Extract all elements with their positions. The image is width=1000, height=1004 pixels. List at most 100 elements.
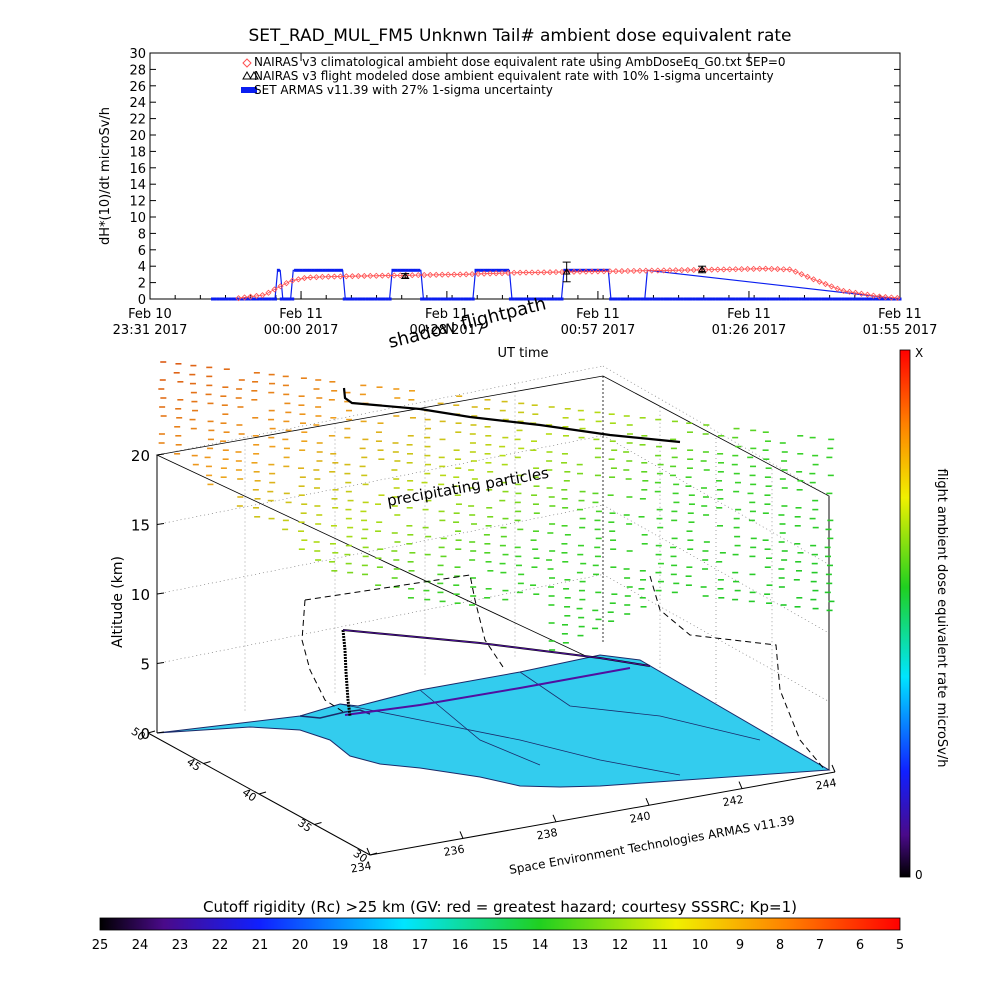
nairas-point: [457, 271, 464, 278]
armas-point: [614, 297, 618, 301]
y-tick-label: 0: [138, 293, 146, 308]
altitude-axis-label: Altitude (km): [110, 556, 126, 648]
nairas-point: [445, 271, 452, 278]
armas-point: [540, 297, 544, 301]
grid-line: [602, 574, 830, 702]
nairas-point: [469, 271, 476, 278]
x-tick-label: Feb 11: [576, 307, 620, 322]
longitude-axis: [369, 771, 836, 856]
armas-point: [282, 297, 286, 301]
precipitating-particles-field: [158, 361, 835, 651]
latitude-tick: [203, 761, 211, 764]
armas-point: [697, 297, 701, 301]
armas-point: [775, 297, 779, 301]
armas-point: [569, 268, 573, 272]
armas-point: [781, 297, 785, 301]
armas-point: [563, 268, 567, 272]
armas-point: [738, 297, 742, 301]
altitude-tick: [156, 731, 165, 734]
ground-track: [344, 667, 631, 716]
armas-point: [400, 268, 404, 272]
nairas-point: [732, 266, 739, 273]
nairas-point: [684, 266, 691, 274]
nairas-point: [487, 270, 494, 277]
armas-point: [537, 297, 541, 301]
armas-point: [253, 297, 257, 301]
armas-point: [746, 297, 750, 301]
armas-point: [634, 297, 638, 301]
armas-point: [846, 297, 850, 301]
armas-point: [861, 297, 865, 301]
armas-point: [709, 297, 713, 301]
armas-point: [222, 297, 226, 301]
modeled-point: [562, 267, 571, 275]
nairas-point: [786, 266, 793, 273]
armas-point: [655, 297, 659, 301]
armas-point: [729, 297, 733, 301]
nairas-point: [678, 267, 685, 274]
armas-point: [821, 297, 825, 301]
nairas-point: [540, 269, 548, 276]
nairas-point: [505, 269, 512, 277]
legend: NAIRAS v3 climatological ambient dose eq…: [241, 55, 786, 97]
armas-point: [431, 297, 435, 301]
nairas-point: [241, 294, 248, 301]
y-tick-label: 28: [129, 63, 146, 78]
armas-point: [632, 297, 636, 301]
armas-point: [749, 297, 753, 301]
armas-point: [623, 297, 627, 301]
legend-label: SET ARMAS v11.39 with 27% 1-sigma uncert…: [254, 83, 553, 97]
rigidity-tick-label: 17: [412, 938, 429, 953]
nairas-point: [846, 288, 853, 295]
nairas-point: [451, 271, 458, 278]
nairas-point: [235, 295, 242, 302]
armas-point: [649, 297, 653, 301]
armas-point: [296, 268, 300, 272]
longitude-tick-label: 242: [722, 793, 745, 809]
nairas-point: [265, 289, 272, 296]
armas-point: [755, 297, 759, 301]
armas-point: [620, 297, 624, 301]
armas-point: [248, 297, 252, 301]
armas-point: [477, 268, 481, 272]
latitude-tick: [147, 730, 156, 734]
armas-point: [852, 297, 856, 301]
nairas-point: [612, 268, 619, 275]
nairas-point: [756, 265, 763, 272]
armas-point: [508, 297, 512, 301]
armas-point: [211, 297, 214, 301]
nairas-point: [876, 293, 883, 300]
armas-point: [643, 297, 647, 301]
armas-point: [531, 297, 535, 301]
armas-point: [428, 297, 432, 301]
armas-point: [809, 297, 813, 301]
y-tick-label: 20: [129, 129, 146, 144]
legend-label: NAIRAS v3 flight modeled dose ambient eq…: [254, 69, 774, 83]
armas-point: [420, 297, 424, 301]
nairas-point: [798, 271, 805, 278]
armas-point: [875, 297, 879, 301]
nairas-point: [738, 266, 745, 273]
armas-point: [231, 297, 235, 301]
longitude-tick: [831, 764, 836, 773]
armas-point: [663, 297, 667, 301]
x-tick-label: 01:55 2017: [863, 323, 938, 338]
latitude-tick: [258, 791, 267, 795]
y-tick-label: 16: [129, 162, 146, 177]
nairas-point: [337, 273, 344, 280]
armas-point: [236, 297, 240, 301]
x-tick-label: Feb 11: [878, 307, 922, 322]
armas-point: [778, 297, 782, 301]
armas-point: [251, 297, 255, 301]
rigidity-tick-label: 20: [292, 938, 309, 953]
armas-point: [869, 297, 873, 301]
nairas-point: [534, 269, 542, 276]
armas-point: [405, 268, 409, 272]
coastline-detail: [299, 709, 371, 719]
rigidity-tick-label: 14: [532, 938, 549, 953]
nairas-point: [427, 271, 434, 278]
nairas-point: [421, 271, 428, 279]
nairas-point: [516, 269, 524, 276]
